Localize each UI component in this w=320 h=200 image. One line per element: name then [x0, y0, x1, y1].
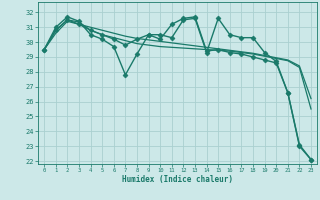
X-axis label: Humidex (Indice chaleur): Humidex (Indice chaleur): [122, 175, 233, 184]
